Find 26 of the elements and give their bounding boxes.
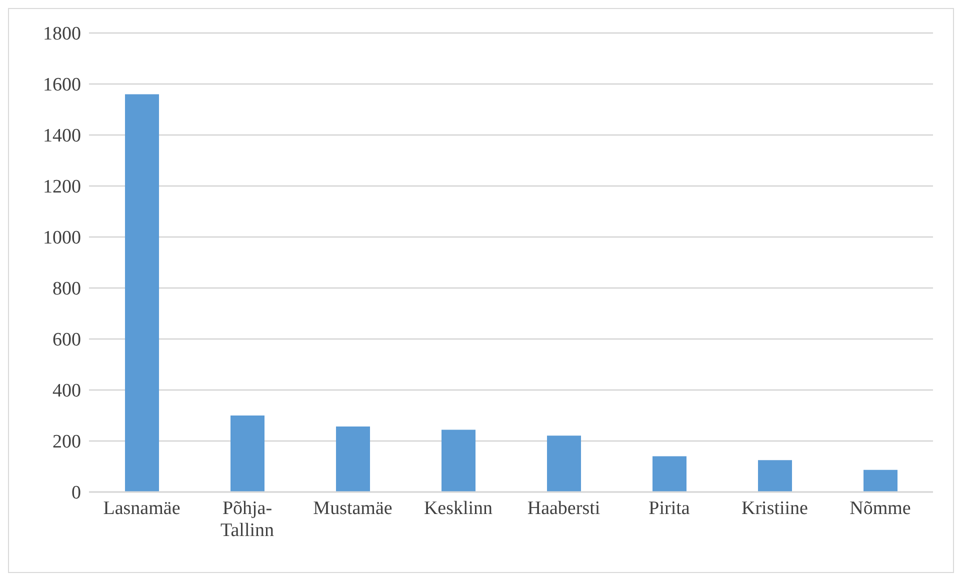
bar [547,436,581,492]
bar [652,456,686,492]
y-tick-label: 200 [52,432,81,453]
bar [864,470,898,492]
bar [758,460,792,492]
x-tick-label: Põhja-Tallinn [220,498,275,541]
x-tick-label: Kristiine [742,498,808,519]
bar [442,430,476,492]
x-tick-label: Nõmme [850,498,911,519]
x-tick-label: Kesklinn [424,498,494,519]
x-tick-label: Lasnamäe [103,498,180,519]
y-tick-label: 1800 [43,24,81,45]
y-tick-label: 1600 [43,74,81,96]
x-tick-label: Mustamäe [313,498,392,519]
x-tick-label: Pirita [648,498,690,519]
y-tick-label: 800 [52,278,81,300]
y-tick-label: 0 [72,482,81,504]
y-tick-label: 1400 [43,126,81,147]
y-tick-label: 1000 [43,228,81,249]
y-tick-label: 600 [52,330,81,351]
x-tick-label: Haabersti [527,498,600,519]
y-tick-label: 400 [52,380,81,402]
bar [230,416,264,492]
y-tick-label: 1200 [43,176,81,198]
bar [125,94,159,492]
bar [336,426,370,492]
